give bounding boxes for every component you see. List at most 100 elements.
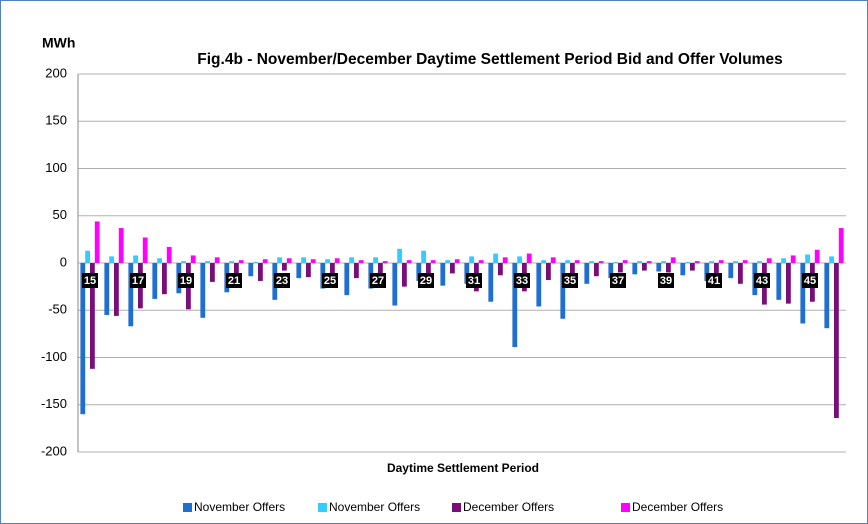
x-tick-label: 37 — [612, 275, 624, 287]
bar — [128, 263, 134, 327]
x-tick-label: 45 — [804, 275, 816, 287]
bar — [670, 257, 676, 263]
bar — [704, 263, 710, 281]
bar — [282, 263, 287, 271]
bar — [469, 256, 474, 263]
bar — [286, 258, 292, 263]
x-tick-box — [514, 273, 530, 288]
bar — [118, 228, 124, 263]
x-tick-box — [658, 273, 674, 288]
bar — [406, 260, 412, 263]
bar — [589, 261, 594, 263]
bar — [358, 260, 364, 263]
bar — [258, 263, 263, 281]
bar — [85, 250, 90, 263]
y-tick-label: 200 — [45, 65, 67, 80]
legend-swatch — [318, 503, 327, 512]
bar — [618, 263, 623, 273]
legend-swatch — [621, 503, 630, 512]
chart-title: Fig.4b - November/December Daytime Settl… — [197, 51, 782, 68]
bar — [253, 262, 258, 263]
y-axis-label: MWh — [42, 35, 75, 51]
x-tick-label: 19 — [180, 275, 192, 287]
bar — [416, 263, 422, 281]
bar — [445, 260, 450, 263]
bar — [354, 263, 359, 279]
bar — [430, 260, 436, 263]
bar — [608, 263, 614, 279]
bar — [109, 256, 114, 263]
bar — [790, 255, 796, 263]
bar — [152, 263, 158, 299]
x-tick-label: 15 — [84, 275, 96, 287]
bar — [594, 263, 599, 277]
bar — [613, 262, 618, 263]
bar — [205, 261, 210, 263]
bar — [210, 263, 215, 282]
bar — [632, 263, 638, 275]
bar — [757, 261, 762, 263]
legend-swatch — [452, 503, 461, 512]
x-tick-label: 43 — [756, 275, 768, 287]
bar — [402, 263, 407, 287]
x-tick-label: 23 — [276, 275, 288, 287]
x-tick-box — [226, 273, 242, 288]
bar — [190, 255, 196, 263]
x-tick-label: 29 — [420, 275, 432, 287]
bar — [426, 263, 431, 280]
x-axis-label: Daytime Settlement Period — [387, 461, 539, 475]
bar — [104, 263, 110, 315]
bar — [162, 263, 167, 295]
bar — [166, 246, 172, 263]
x-tick-label: 27 — [372, 275, 384, 287]
bar — [325, 259, 330, 263]
bar — [666, 263, 671, 273]
legend-label: November Offers — [329, 500, 420, 514]
bar — [714, 263, 719, 283]
x-tick-box — [322, 273, 338, 288]
bar — [238, 260, 244, 263]
legend-label: December Offers — [632, 500, 723, 514]
bar — [829, 256, 834, 263]
x-tick-box — [178, 273, 194, 288]
bar — [661, 261, 666, 263]
x-tick-box — [562, 273, 578, 288]
y-tick-label: 50 — [53, 207, 67, 222]
legend-label: December Offers — [463, 500, 554, 514]
bar — [656, 263, 662, 272]
bar — [94, 221, 100, 263]
bar — [382, 261, 388, 263]
bar — [214, 257, 220, 263]
bar — [454, 259, 460, 263]
bar — [310, 259, 316, 263]
bar — [742, 260, 748, 263]
y-tick-label: 100 — [45, 160, 67, 175]
x-tick-label: 25 — [324, 275, 336, 287]
x-tick-box — [466, 273, 482, 288]
bar — [306, 263, 311, 278]
bar — [248, 263, 254, 277]
x-tick-box — [274, 273, 290, 288]
bar — [814, 249, 820, 263]
y-tick-label: -50 — [48, 302, 67, 317]
bar — [344, 263, 350, 296]
x-tick-label: 41 — [708, 275, 720, 287]
bar — [838, 228, 844, 263]
x-tick-box — [130, 273, 146, 288]
x-tick-box — [370, 273, 386, 288]
y-tick-label: -150 — [41, 396, 67, 411]
bar — [560, 263, 566, 319]
bar — [262, 259, 268, 263]
bar — [498, 263, 503, 276]
bar — [718, 260, 724, 263]
bar — [517, 256, 522, 263]
bar — [541, 260, 546, 263]
x-tick-label: 33 — [516, 275, 528, 287]
bar — [80, 263, 86, 415]
x-tick-box — [706, 273, 722, 288]
y-tick-label: 150 — [45, 113, 67, 128]
bar — [646, 261, 652, 263]
bar — [637, 261, 642, 263]
bar — [733, 261, 738, 263]
